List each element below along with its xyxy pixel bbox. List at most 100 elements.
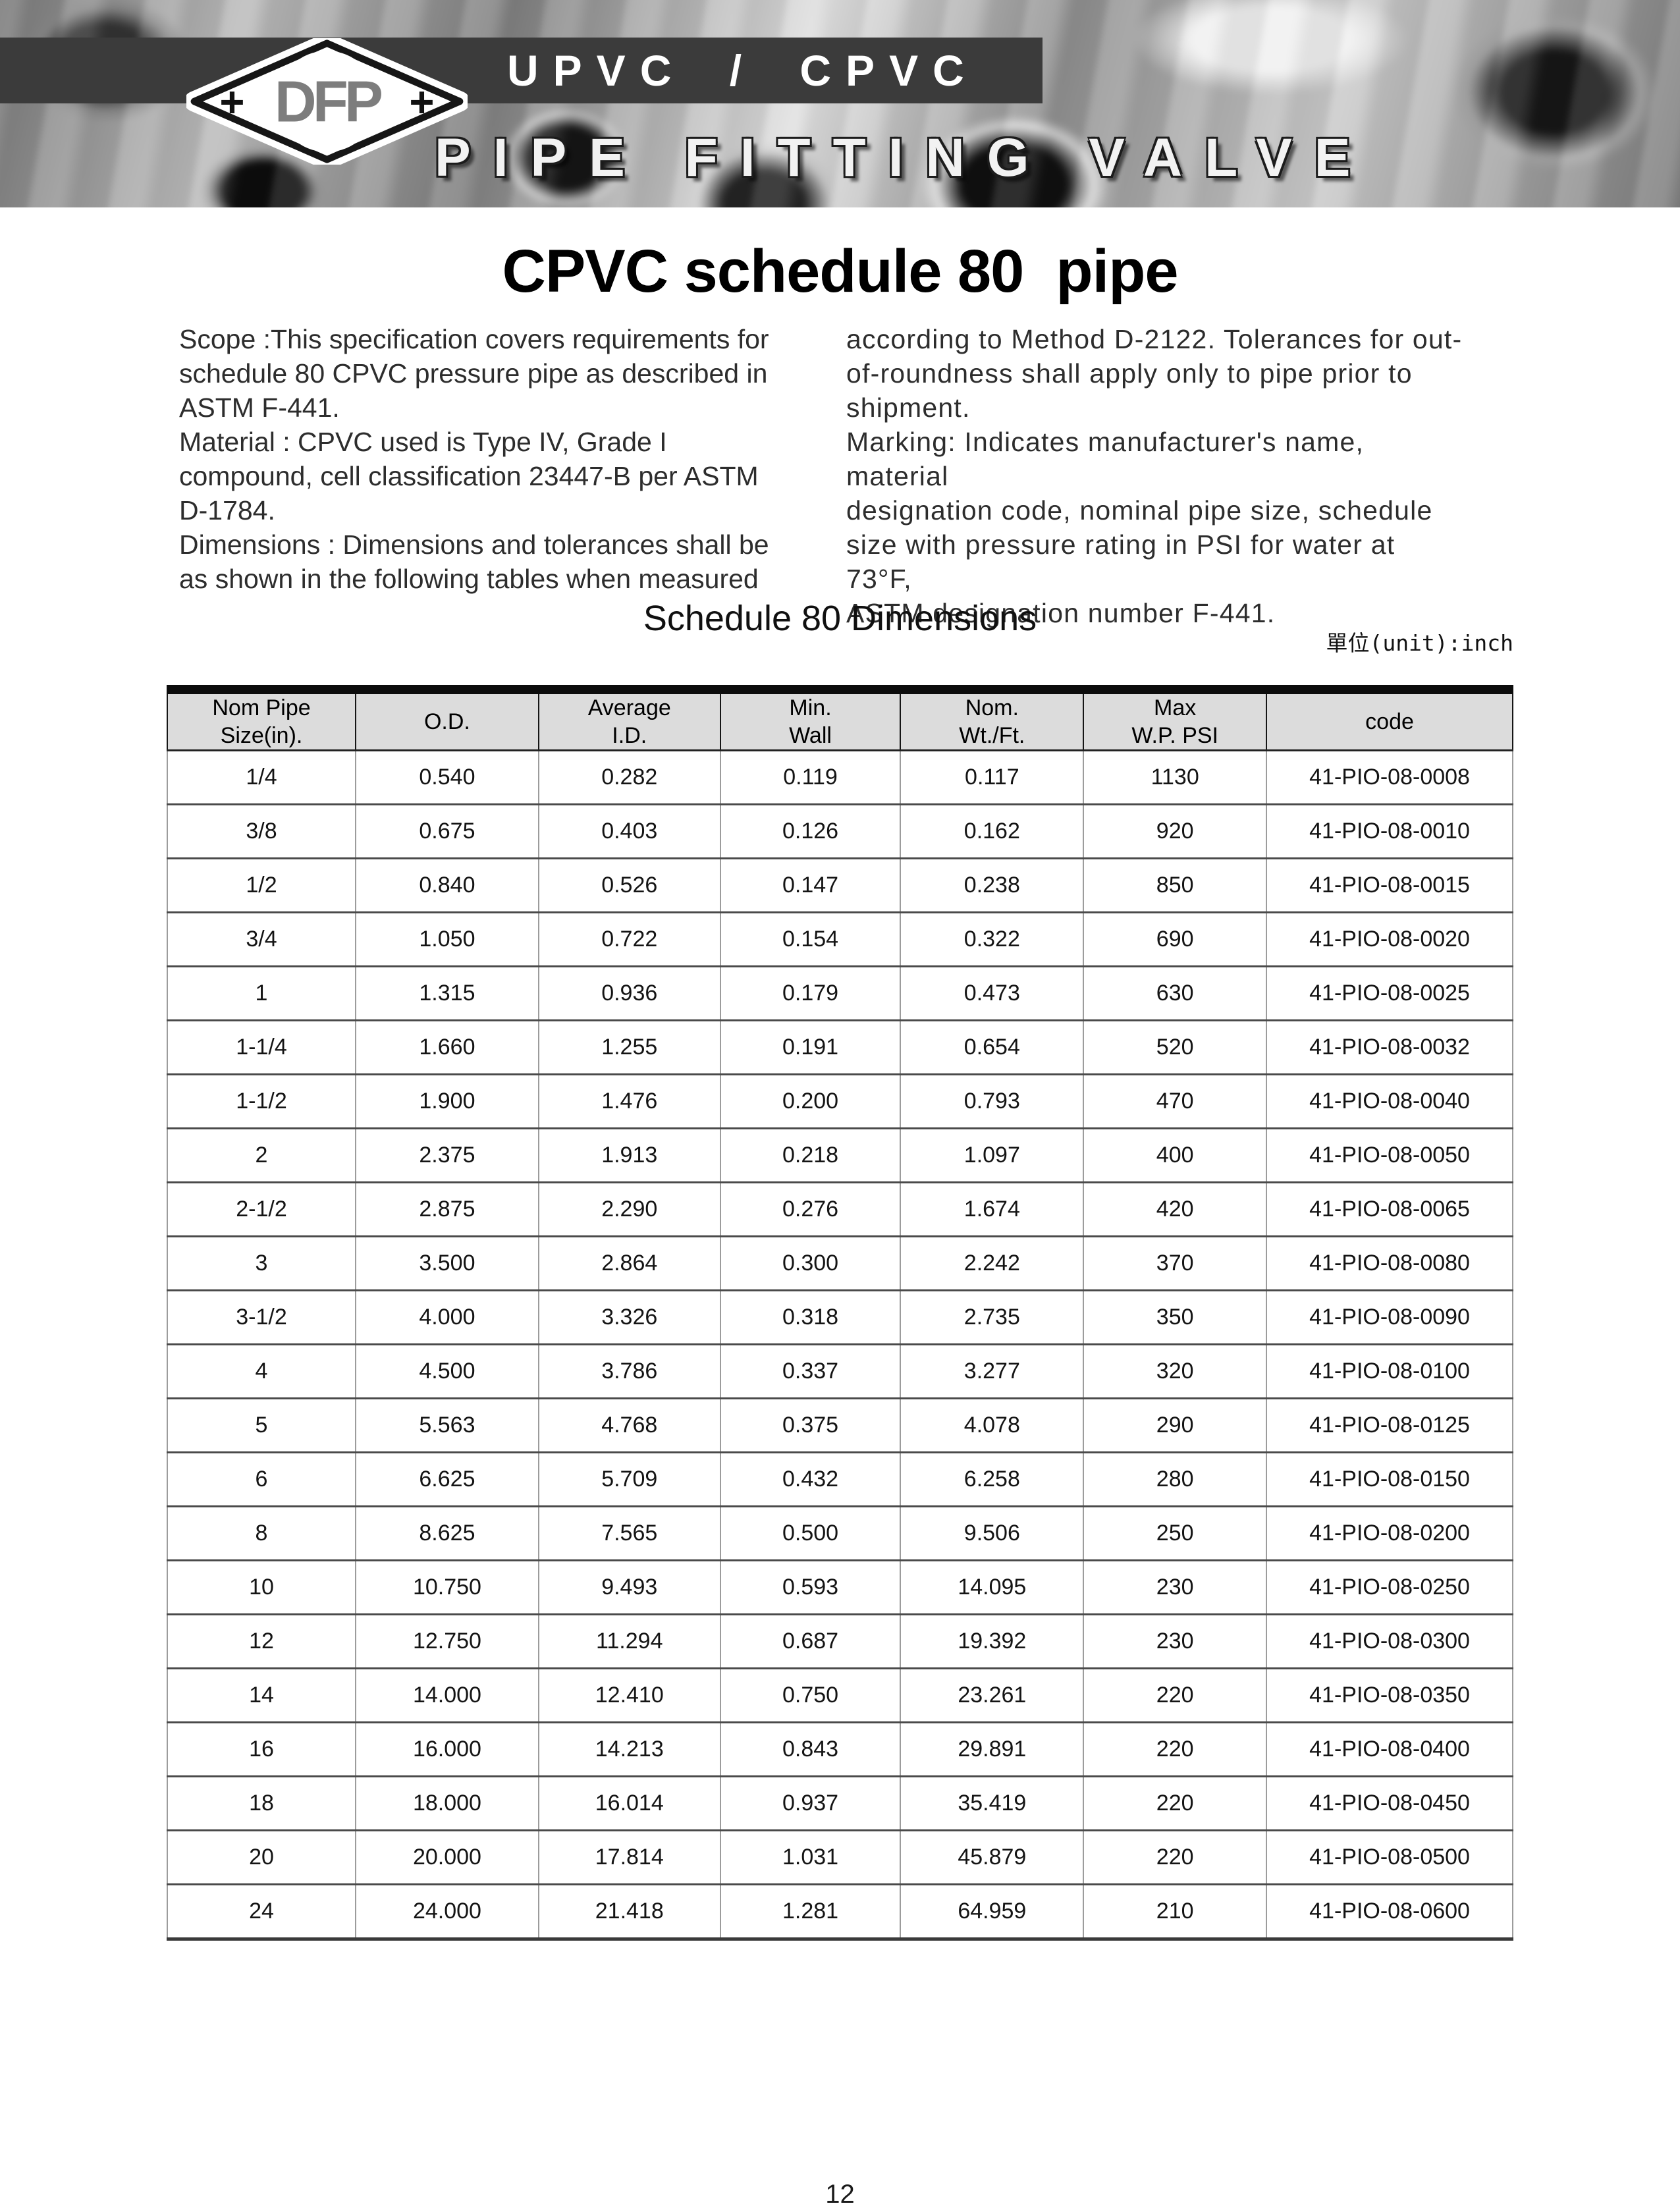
- table-row: 20 20.000 17.814 1.031 45.879 220 41-PIO-08-05…: [166, 1829, 1513, 1885]
- header-band: UPVC / CPVC: [0, 38, 1043, 103]
- cell-average-id: 2.864: [537, 1235, 721, 1291]
- cell-max-wp-psi: 630: [1083, 965, 1268, 1021]
- cell-nom-wt-ft: 3.277: [900, 1343, 1085, 1399]
- cell-min-wall: 0.276: [719, 1181, 902, 1237]
- cell-code: 41-PIO-08-0350: [1266, 1667, 1513, 1723]
- cell-nom-wt-ft: 29.891: [900, 1721, 1085, 1777]
- table-row: 3/8 0.675 0.403 0.126 0.162 920 41-PIO-08-0010: [166, 803, 1513, 859]
- cell-nom-wt-ft: 2.242: [900, 1235, 1085, 1291]
- cell-od: 4.000: [355, 1289, 539, 1345]
- cell-average-id: 0.526: [537, 857, 721, 913]
- cell-od: 10.750: [355, 1559, 539, 1615]
- header-banner: UPVC / CPVC PIPE FITTING VALVE + DFP +: [0, 0, 1680, 207]
- cell-od: 2.375: [355, 1127, 539, 1183]
- cell-nom-pipe-size: 3: [166, 1235, 357, 1291]
- table-row: 10 10.750 9.493 0.593 14.095 230 41-PIO-08-025…: [166, 1559, 1513, 1615]
- cell-min-wall: 0.375: [719, 1397, 902, 1453]
- cell-average-id: 2.290: [537, 1181, 721, 1237]
- cell-od: 16.000: [355, 1721, 539, 1777]
- cell-average-id: 14.213: [537, 1721, 721, 1777]
- cell-min-wall: 1.281: [719, 1883, 902, 1939]
- col-header-nom-wt-ft: Nom. Wt./Ft.: [900, 689, 1085, 751]
- table-row: 14 14.000 12.410 0.750 23.261 220 41-PIO-08-03…: [166, 1667, 1513, 1723]
- cell-average-id: 12.410: [537, 1667, 721, 1723]
- cell-min-wall: 0.154: [719, 911, 902, 967]
- cell-nom-pipe-size: 24: [166, 1883, 357, 1939]
- col-header-min-wall: Min. Wall: [719, 689, 902, 751]
- cell-min-wall: 0.750: [719, 1667, 902, 1723]
- cell-od: 14.000: [355, 1667, 539, 1723]
- cell-max-wp-psi: 420: [1083, 1181, 1268, 1237]
- table-row: 18 18.000 16.014 0.937 35.419 220 41-PIO-08-04…: [166, 1775, 1513, 1831]
- cell-max-wp-psi: 290: [1083, 1397, 1268, 1453]
- table-row: 5 5.563 4.768 0.375 4.078 290 41-PIO-08-0125: [166, 1397, 1513, 1453]
- unit-note: 單位(unit):inch: [1326, 630, 1513, 656]
- cell-max-wp-psi: 220: [1083, 1721, 1268, 1777]
- cell-min-wall: 1.031: [719, 1829, 902, 1885]
- cell-max-wp-psi: 1130: [1083, 750, 1268, 805]
- table-row: 1/4 0.540 0.282 0.119 0.117 1130 41-PIO-08-000…: [166, 750, 1513, 805]
- cell-od: 1.050: [355, 911, 539, 967]
- cell-max-wp-psi: 230: [1083, 1613, 1268, 1669]
- intro-paragraph-right: according to Method D-2122. Tolerances f…: [846, 324, 1463, 628]
- cell-min-wall: 0.300: [719, 1235, 902, 1291]
- cell-average-id: 3.786: [537, 1343, 721, 1399]
- cell-od: 24.000: [355, 1883, 539, 1939]
- table-row: 1-1/2 1.900 1.476 0.200 0.793 470 41-PIO-08-00…: [166, 1073, 1513, 1129]
- cell-nom-pipe-size: 1: [166, 965, 357, 1021]
- page-number: 12: [825, 2180, 855, 2209]
- cell-nom-pipe-size: 18: [166, 1775, 357, 1831]
- cell-min-wall: 0.937: [719, 1775, 902, 1831]
- table-row: 2 2.375 1.913 0.218 1.097 400 41-PIO-08-0050: [166, 1127, 1513, 1183]
- cell-od: 12.750: [355, 1613, 539, 1669]
- cell-average-id: 21.418: [537, 1883, 721, 1939]
- cell-min-wall: 0.191: [719, 1019, 902, 1075]
- cell-nom-wt-ft: 0.117: [900, 750, 1085, 805]
- cell-code: 41-PIO-08-0032: [1266, 1019, 1513, 1075]
- cell-nom-wt-ft: 64.959: [900, 1883, 1085, 1939]
- cell-nom-pipe-size: 1-1/4: [166, 1019, 357, 1075]
- table-row: 3/4 1.050 0.722 0.154 0.322 690 41-PIO-08-0020: [166, 911, 1513, 967]
- pipes-photo: [0, 0, 1680, 207]
- cell-nom-pipe-size: 1-1/2: [166, 1073, 357, 1129]
- cell-min-wall: 0.126: [719, 803, 902, 859]
- cell-average-id: 0.403: [537, 803, 721, 859]
- table-row: 12 12.750 11.294 0.687 19.392 230 41-PIO-08-03…: [166, 1613, 1513, 1669]
- cell-average-id: 0.722: [537, 911, 721, 967]
- cell-max-wp-psi: 520: [1083, 1019, 1268, 1075]
- cell-nom-wt-ft: 19.392: [900, 1613, 1085, 1669]
- cell-nom-pipe-size: 1/2: [166, 857, 357, 913]
- cell-max-wp-psi: 920: [1083, 803, 1268, 859]
- cell-code: 41-PIO-08-0250: [1266, 1559, 1513, 1615]
- table-row: 1 1.315 0.936 0.179 0.473 630 41-PIO-08-0025: [166, 965, 1513, 1021]
- cell-od: 0.675: [355, 803, 539, 859]
- cell-min-wall: 0.500: [719, 1505, 902, 1561]
- intro-paragraph-left: Scope :This specification covers require…: [179, 324, 769, 594]
- cell-nom-pipe-size: 3-1/2: [166, 1289, 357, 1345]
- cell-max-wp-psi: 230: [1083, 1559, 1268, 1615]
- cell-max-wp-psi: 690: [1083, 911, 1268, 967]
- page-title: CPVC schedule 80 pipe: [502, 238, 1178, 305]
- cell-max-wp-psi: 280: [1083, 1451, 1268, 1507]
- cell-code: 41-PIO-08-0025: [1266, 965, 1513, 1021]
- cell-od: 0.540: [355, 750, 539, 805]
- cell-max-wp-psi: 470: [1083, 1073, 1268, 1129]
- cell-od: 1.315: [355, 965, 539, 1021]
- banner-title: UPVC / CPVC: [507, 46, 979, 95]
- cell-nom-wt-ft: 23.261: [900, 1667, 1085, 1723]
- cell-min-wall: 0.843: [719, 1721, 902, 1777]
- cell-nom-pipe-size: 4: [166, 1343, 357, 1399]
- cell-average-id: 17.814: [537, 1829, 721, 1885]
- cell-code: 41-PIO-08-0015: [1266, 857, 1513, 913]
- cell-nom-pipe-size: 2-1/2: [166, 1181, 357, 1237]
- cell-average-id: 1.913: [537, 1127, 721, 1183]
- cell-code: 41-PIO-08-0300: [1266, 1613, 1513, 1669]
- table-header-row: Nom Pipe Size(in). O.D. Average I.D. Min…: [166, 689, 1513, 751]
- cell-od: 8.625: [355, 1505, 539, 1561]
- cell-nom-wt-ft: 0.793: [900, 1073, 1085, 1129]
- table-row: 3 3.500 2.864 0.300 2.242 370 41-PIO-08-0080: [166, 1235, 1513, 1291]
- col-header-nom-pipe-size: Nom Pipe Size(in).: [166, 689, 357, 751]
- cell-nom-wt-ft: 35.419: [900, 1775, 1085, 1831]
- cell-max-wp-psi: 210: [1083, 1883, 1268, 1939]
- cell-max-wp-psi: 370: [1083, 1235, 1268, 1291]
